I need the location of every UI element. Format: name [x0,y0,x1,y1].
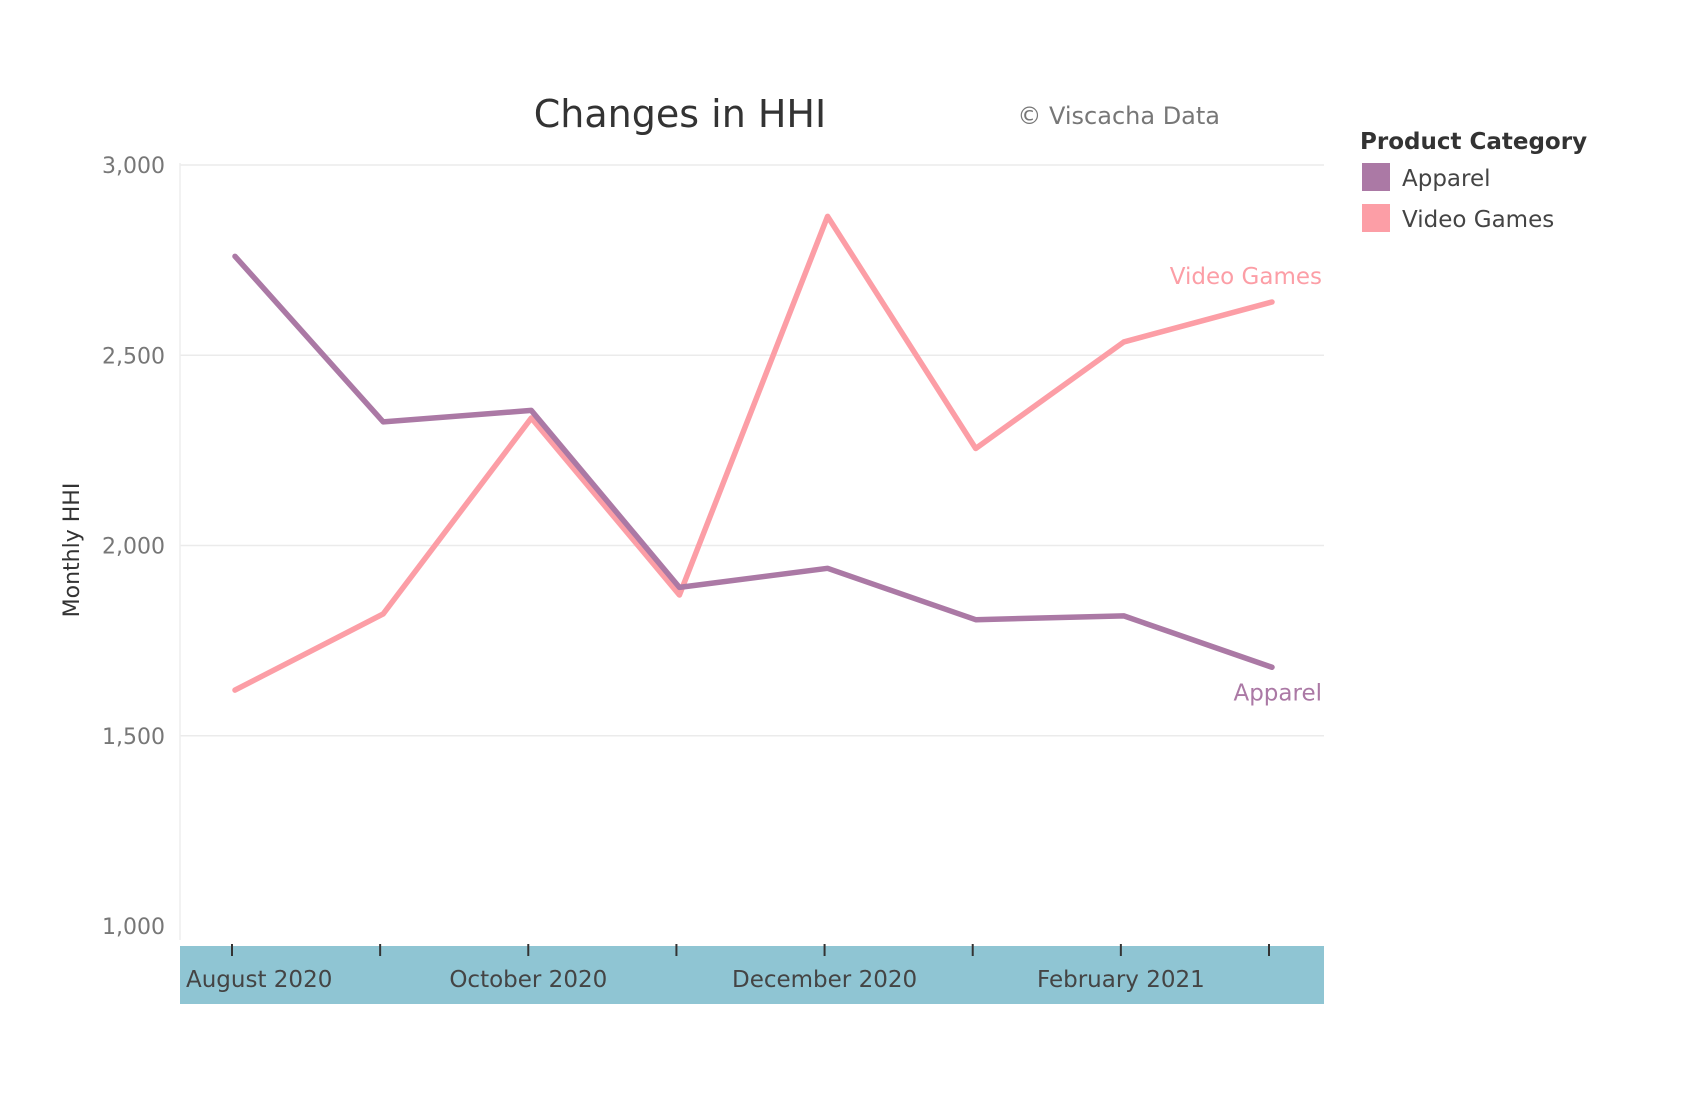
y-tick-label: 2,500 [102,344,165,369]
series-line-video-games [232,213,1275,693]
x-axis-ticks: August 2020 October 2020 December 2020 Febr… [186,944,1270,993]
series-layer [232,213,1275,693]
series-end-labels: Apparel Video Games [1170,264,1322,706]
y-tick-label: 1,500 [102,725,165,750]
legend-items: Apparel Video Games [1362,163,1554,233]
legend: Product Category Apparel Video Games [1360,129,1587,233]
legend-swatch [1362,204,1390,232]
y-tick-label: 1,000 [102,915,165,940]
y-axis-title: Monthly HHI [60,483,85,618]
copyright-credit: © Viscacha Data [1017,102,1220,130]
y-tick-label: 3,000 [102,154,165,179]
end-label-apparel: Apparel [1233,680,1322,706]
legend-label: Apparel [1402,166,1491,192]
series-line-apparel [232,253,1275,671]
y-axis-ticks: 1,000 1,500 2,000 2,500 3,000 [102,154,165,940]
x-tick-label: February 2021 [1037,967,1205,993]
gridlines [180,164,1324,737]
legend-swatch [1362,163,1390,191]
x-tick-label: October 2020 [449,967,607,993]
legend-title: Product Category [1360,129,1587,155]
x-tick-label: December 2020 [732,967,917,993]
x-axis-band [180,946,1324,1004]
chart-title: Changes in HHI [534,92,826,136]
end-label-video-games: Video Games [1170,264,1322,290]
y-tick-label: 2,000 [102,535,165,560]
legend-label: Video Games [1402,207,1554,233]
x-tick-label: August 2020 [186,967,332,993]
